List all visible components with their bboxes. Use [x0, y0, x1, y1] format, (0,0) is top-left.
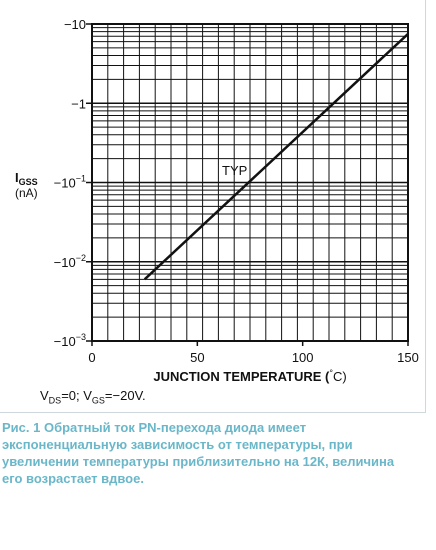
- caption-line: экспоненциальную зависимость от температ…: [2, 437, 353, 452]
- condition-note: VDS=0; VGS=−20V.: [40, 388, 146, 406]
- x-tick-label: 50: [190, 350, 204, 365]
- y-tick-label: −10−2: [54, 253, 86, 270]
- figure-caption: Рис. 1 Обратный ток PN-перехода диода им…: [2, 419, 430, 487]
- series-line-typ: [143, 32, 409, 281]
- x-tick-label: 0: [88, 350, 95, 365]
- x-axis: 0 50 100 150: [88, 341, 419, 365]
- y-tick-label: −10−1: [54, 174, 86, 191]
- chart-grid: [92, 24, 408, 342]
- x-tick-label: 100: [292, 350, 314, 365]
- y-tick-label: −10: [64, 17, 86, 32]
- caption-line: его возрастает вдвое.: [2, 471, 144, 486]
- y-axis-unit: (nA): [15, 186, 38, 200]
- caption-line: увеличении температуры приблизительно на…: [2, 454, 395, 469]
- y-axis: −10−1−10−1−10−2−10−3: [54, 17, 92, 349]
- caption-line: Рис. 1 Обратный ток PN-перехода диода им…: [2, 420, 307, 435]
- x-tick-label: 150: [397, 350, 419, 365]
- series-label-typ: TYP: [222, 163, 247, 178]
- x-axis-label: JUNCTION TEMPERATURE (°C): [153, 368, 346, 384]
- y-tick-label: −1: [71, 96, 86, 111]
- chart: −10−1−10−1−10−2−10−3 0 50 100 150 TYP IGSS …: [15, 17, 419, 384]
- y-axis-label: IGSS: [15, 170, 38, 187]
- y-tick-label: −10−3: [54, 332, 86, 349]
- figure-frame: [0, 0, 426, 413]
